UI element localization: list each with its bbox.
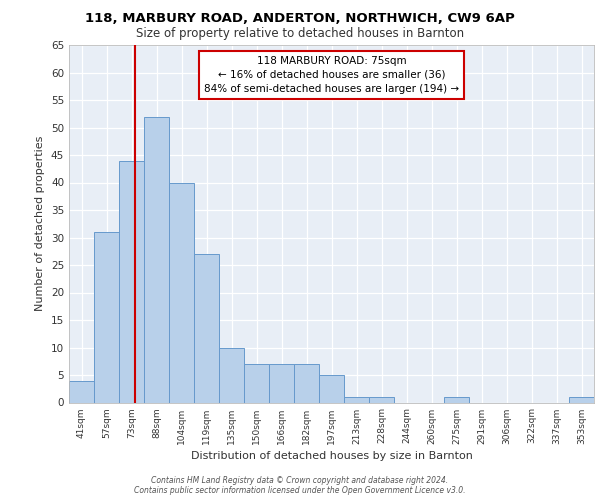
- Bar: [569, 397, 594, 402]
- Bar: [294, 364, 319, 403]
- Bar: [344, 397, 369, 402]
- Bar: [369, 397, 394, 402]
- Bar: [169, 182, 194, 402]
- Bar: [269, 364, 294, 403]
- Text: Contains HM Land Registry data © Crown copyright and database right 2024.
Contai: Contains HM Land Registry data © Crown c…: [134, 476, 466, 495]
- Bar: [444, 397, 469, 402]
- Text: 118, MARBURY ROAD, ANDERTON, NORTHWICH, CW9 6AP: 118, MARBURY ROAD, ANDERTON, NORTHWICH, …: [85, 12, 515, 26]
- X-axis label: Distribution of detached houses by size in Barnton: Distribution of detached houses by size …: [191, 450, 472, 460]
- Text: 118 MARBURY ROAD: 75sqm
← 16% of detached houses are smaller (36)
84% of semi-de: 118 MARBURY ROAD: 75sqm ← 16% of detache…: [204, 56, 459, 94]
- Bar: [244, 364, 269, 403]
- Bar: [119, 160, 144, 402]
- Bar: [319, 375, 344, 402]
- Bar: [94, 232, 119, 402]
- Bar: [144, 116, 169, 403]
- Bar: [194, 254, 219, 402]
- Y-axis label: Number of detached properties: Number of detached properties: [35, 136, 46, 312]
- Text: Size of property relative to detached houses in Barnton: Size of property relative to detached ho…: [136, 28, 464, 40]
- Bar: [219, 348, 244, 403]
- Bar: [69, 380, 94, 402]
